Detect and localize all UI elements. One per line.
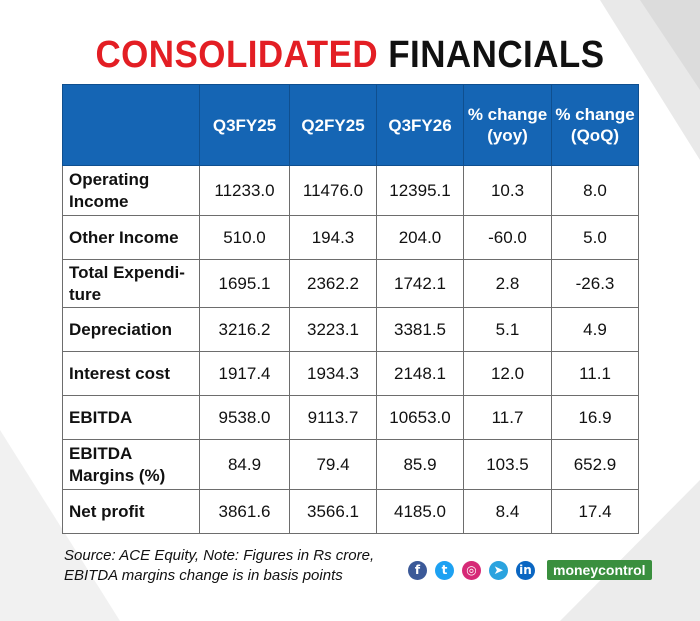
table-cell: 194.3: [289, 215, 377, 260]
column-header: Q2FY25: [289, 84, 377, 166]
table-row: Total Expendi-ture 1695.1 2362.2 1742.1 2.8-…: [62, 259, 639, 308]
table-cell: 510.0: [199, 215, 290, 260]
table-row: Interest cost 1917.4 1934.3 2148.1 12.0 11.1: [62, 351, 639, 396]
table-cell: 9538.0: [199, 395, 290, 440]
table-cell: -26.3: [551, 259, 639, 308]
table-cell: 8.4: [463, 489, 552, 534]
table-cell: 4185.0: [376, 489, 464, 534]
table-cell: 11.7: [463, 395, 552, 440]
table-row: Depreciation 3216.2 3223.1 3381.5 5.1 4.9: [62, 307, 639, 352]
table-cell: 3861.6: [199, 489, 290, 534]
twitter-icon[interactable]: t: [435, 560, 454, 580]
header-cell-blank: [62, 84, 200, 166]
table-cell: 2362.2: [289, 259, 377, 308]
title-part-black: FINANCIALS: [388, 34, 605, 76]
table-cell: 11476.0: [289, 165, 377, 216]
table-header-row: Q3FY25 Q2FY25 Q3FY26% change (yoy)% change…: [62, 84, 639, 166]
table-cell: 652.9: [551, 439, 639, 490]
table-cell: 12395.1: [376, 165, 464, 216]
column-header: Q3FY25: [199, 84, 290, 166]
table-cell: 11.1: [551, 351, 639, 396]
table-cell: 3566.1: [289, 489, 377, 534]
table-cell: 3381.5: [376, 307, 464, 352]
table-cell: 2.8: [463, 259, 552, 308]
table-row: Operating Income 11233.0 11476.0 12395.1 10.…: [62, 165, 639, 216]
column-header: Q3FY26: [376, 84, 464, 166]
table-cell: 16.9: [551, 395, 639, 440]
table-cell: 103.5: [463, 439, 552, 490]
source-note: Source: ACE Equity, Note: Figures in Rs …: [64, 546, 374, 586]
table-row: EBITDA Margins (%) 84.9 79.4 85.9 103.5 652.9: [62, 439, 639, 490]
instagram-icon[interactable]: ◎: [462, 560, 481, 580]
facebook-icon[interactable]: f: [408, 560, 427, 580]
table-cell: 5.1: [463, 307, 552, 352]
table-cell: 2148.1: [376, 351, 464, 396]
table-cell: 3223.1: [289, 307, 377, 352]
financials-table: Q3FY25 Q2FY25 Q3FY26% change (yoy)% change…: [62, 84, 639, 534]
row-label: Interest cost: [62, 351, 200, 396]
table-cell: 10.3: [463, 165, 552, 216]
table-cell: 17.4: [551, 489, 639, 534]
table-cell: 5.0: [551, 215, 639, 260]
table-cell: 12.0: [463, 351, 552, 396]
row-label: EBITDA Margins (%): [62, 439, 200, 490]
table-cell: 1917.4: [199, 351, 290, 396]
table-cell: 1934.3: [289, 351, 377, 396]
table-cell: 79.4: [289, 439, 377, 490]
column-header: % change (QoQ): [551, 84, 639, 166]
row-label: EBITDA: [62, 395, 200, 440]
table-cell: 1695.1: [199, 259, 290, 308]
table-row: EBITDA 9538.0 9113.7 10653.0 11.7 16.9: [62, 395, 639, 440]
table-cell: 204.0: [376, 215, 464, 260]
table-cell: 1742.1: [376, 259, 464, 308]
row-label: Total Expendi-ture: [62, 259, 200, 308]
table-cell: -60.0: [463, 215, 552, 260]
table-cell: 11233.0: [199, 165, 290, 216]
title-part-red: CONSOLIDATED: [95, 34, 379, 76]
table-cell: 10653.0: [376, 395, 464, 440]
source-line-2: EBITDA margins change is in basis points: [64, 567, 343, 584]
table-cell: 4.9: [551, 307, 639, 352]
table-cell: 84.9: [199, 439, 290, 490]
table-cell: 8.0: [551, 165, 639, 216]
column-header: % change (yoy): [463, 84, 552, 166]
table-cell: 3216.2: [199, 307, 290, 352]
table-row: Net profit 3861.6 3566.1 4185.0 8.4 17.4: [62, 489, 639, 534]
source-line-1: Source: ACE Equity, Note: Figures in Rs …: [64, 547, 375, 564]
brand-logo: moneycontrol: [547, 560, 652, 580]
row-label: Operating Income: [62, 165, 200, 216]
row-label: Net profit: [62, 489, 200, 534]
table-body: Operating Income 11233.0 11476.0 12395.1 10.…: [62, 165, 639, 534]
linkedin-icon[interactable]: in: [516, 560, 535, 580]
telegram-icon[interactable]: ➤: [489, 560, 508, 580]
table-row: Other Income 510.0 194.3 204.0 -60.0 5.0: [62, 215, 639, 260]
social-icons: f t ◎ ➤ in moneycontrol: [408, 560, 652, 580]
page-title: CONSOLIDATED FINANCIALS: [28, 34, 672, 77]
table-cell: 85.9: [376, 439, 464, 490]
row-label: Other Income: [62, 215, 200, 260]
row-label: Depreciation: [62, 307, 200, 352]
table-cell: 9113.7: [289, 395, 377, 440]
